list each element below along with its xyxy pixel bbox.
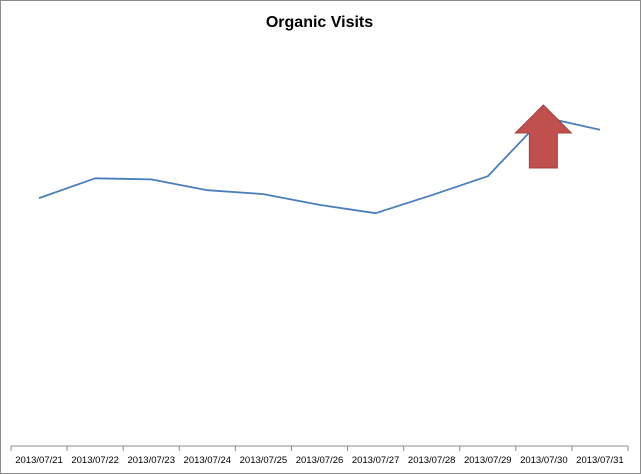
chart-title: Organic Visits [265, 14, 374, 31]
x-tick-label: 2013/07/30 [520, 455, 568, 466]
tick-label-layer: 2013/07/21 2013/07/22 2013/07/23 2013/07/24… [15, 455, 623, 466]
x-tick-label: 2013/07/22 [71, 455, 119, 466]
x-tick-label: 2013/07/29 [464, 455, 512, 466]
x-tick-label: 2013/07/21 [15, 455, 63, 466]
x-tick-label: 2013/07/26 [296, 455, 344, 466]
up-arrow-icon [514, 104, 573, 169]
x-tick-label: 2013/07/31 [576, 455, 624, 466]
series-line [38, 116, 601, 215]
annotation-layer [514, 104, 573, 169]
x-tick-label: 2013/07/28 [408, 455, 456, 466]
x-axis [10, 445, 629, 451]
x-tick-label: 2013/07/27 [352, 455, 400, 466]
x-tick-label: 2013/07/24 [184, 455, 232, 466]
x-tick-label: 2013/07/23 [127, 455, 175, 466]
series-layer [38, 116, 601, 215]
x-tick-label: 2013/07/25 [240, 455, 288, 466]
